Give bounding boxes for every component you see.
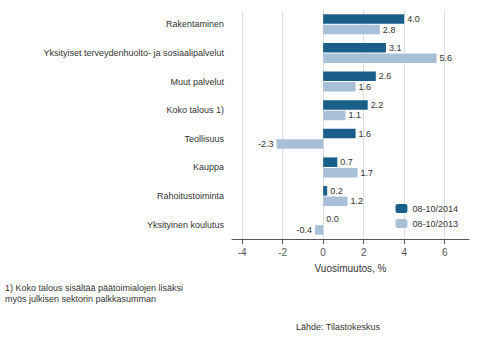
svg-text:Rakentaminen: Rakentaminen	[166, 19, 224, 29]
svg-text:1.1: 1.1	[348, 110, 361, 120]
svg-text:-4: -4	[238, 247, 247, 258]
svg-text:08-10/2014: 08-10/2014	[412, 204, 458, 214]
svg-text:1.7: 1.7	[361, 168, 374, 178]
svg-text:4: 4	[401, 247, 407, 258]
svg-text:1.6: 1.6	[359, 129, 372, 139]
svg-text:2.8: 2.8	[383, 25, 396, 35]
svg-text:08-10/2013: 08-10/2013	[412, 219, 458, 229]
svg-text:1.2: 1.2	[350, 196, 363, 206]
svg-text:Koko talous 1): Koko talous 1)	[166, 105, 224, 115]
svg-text:6: 6	[442, 247, 448, 258]
svg-text:1.6: 1.6	[359, 82, 372, 92]
svg-text:0.0: 0.0	[326, 214, 339, 224]
svg-text:Vuosimuutos, %: Vuosimuutos, %	[315, 263, 387, 274]
svg-text:-2: -2	[278, 247, 287, 258]
svg-text:5.6: 5.6	[440, 53, 453, 63]
svg-text:Muut palvelut: Muut palvelut	[170, 77, 224, 87]
svg-text:Yksityiset terveydenhuolto- ja: Yksityiset terveydenhuolto- ja sosiaalip…	[43, 48, 224, 58]
svg-text:2.6: 2.6	[379, 71, 392, 81]
svg-text:0.7: 0.7	[340, 157, 353, 167]
svg-text:-2.3: -2.3	[258, 139, 274, 149]
svg-text:myös julkisen sektorin palkkas: myös julkisen sektorin palkkasumman	[5, 294, 156, 304]
svg-text:1) Koko talous sisältää päätoi: 1) Koko talous sisältää päätoimialojen l…	[5, 283, 183, 293]
svg-text:Yksityinen koulutus: Yksityinen koulutus	[147, 220, 225, 230]
svg-text:Lähde: Tilastokeskus: Lähde: Tilastokeskus	[296, 322, 381, 332]
svg-text:0: 0	[320, 247, 326, 258]
svg-text:2: 2	[361, 247, 367, 258]
svg-text:3.1: 3.1	[389, 43, 402, 53]
svg-text:Rahoitustoiminta: Rahoitustoiminta	[157, 191, 224, 201]
svg-text:-0.4: -0.4	[297, 225, 313, 235]
svg-text:Kauppa: Kauppa	[193, 162, 224, 172]
svg-text:4.0: 4.0	[407, 14, 420, 24]
svg-text:2.2: 2.2	[371, 100, 384, 110]
svg-text:Teollisuus: Teollisuus	[184, 134, 224, 144]
svg-text:0.2: 0.2	[330, 186, 343, 196]
